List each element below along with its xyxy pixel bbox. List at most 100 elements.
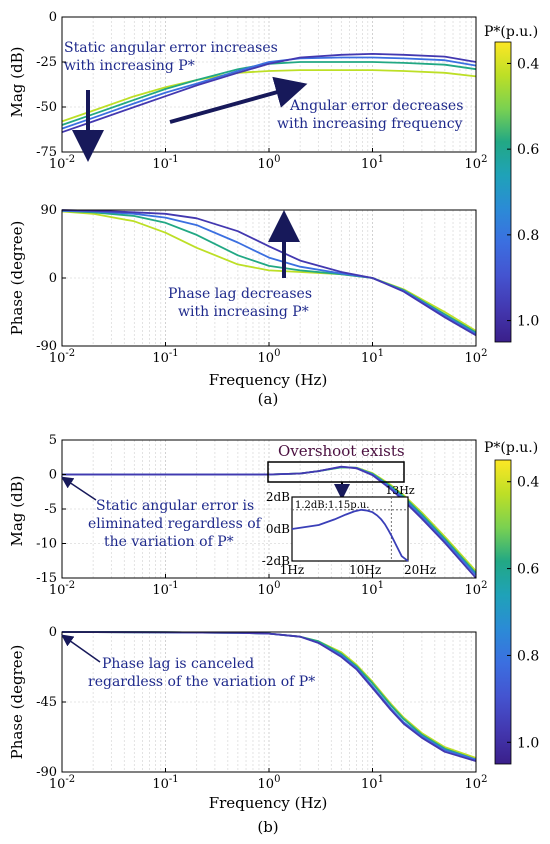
cb-bottom-bar (494, 459, 512, 765)
b-phase-series-0 (61, 631, 477, 759)
b-mag-xtick-label: 102 (465, 580, 488, 598)
panel-b-phase-ylabel: Phase (degree) (8, 645, 26, 760)
a-mag-ytick-label: -75 (36, 145, 57, 160)
panel-a-tag: (a) (258, 390, 279, 408)
a-mag-ytick-label: -25 (36, 55, 57, 70)
arrow-canceled (61, 634, 101, 663)
a-phase-ytick-label: -90 (36, 339, 57, 354)
b-mag-xtick-label: 10-2 (49, 580, 75, 598)
annotation-canceled-line2: regardless of the variation of P* (88, 674, 315, 690)
a-mag-ytick-label: -50 (36, 100, 57, 115)
cb-bottom-tick-label: 0.4 (517, 475, 539, 491)
a-phase-ytick-label: 90 (40, 203, 57, 218)
b-mag-ytick-label: 5 (49, 433, 57, 448)
a-mag-xtick-label: 10-2 (49, 154, 75, 172)
b-phase-xtick-label: 100 (258, 774, 281, 792)
cb-top-tick-label: 1.0 (517, 314, 539, 330)
b-phase-grid (61, 631, 476, 773)
a-mag-series-3 (61, 53, 477, 134)
a-mag-series-2 (61, 56, 477, 130)
a-phase-xtick-label: 100 (258, 348, 281, 366)
panel-a-mag-ylabel: Mag (dB) (8, 46, 26, 117)
b-phase-xtick-label: 102 (465, 774, 488, 792)
panel-b-phase-xlabel: Frequency (Hz) (209, 794, 328, 812)
a-mag-xtick-label: 102 (465, 154, 488, 172)
a-mag-series-0 (61, 69, 477, 123)
a-phase-grid (61, 209, 476, 347)
b-mag-ytick-label: -15 (36, 571, 57, 586)
overshoot-box (267, 461, 405, 483)
inset-ytick-label: 0dB (266, 522, 290, 536)
b-phase-ytick-label: -45 (36, 695, 57, 710)
inset-cutoff-label: 13Hz (385, 484, 415, 497)
colorbar-panel-a: P*(p.u.) 0.4 0.6 0.8 1.0 (484, 24, 539, 343)
inset-ytick-label: 2dB (266, 490, 290, 504)
a-mag-xtick-label: 101 (361, 154, 384, 172)
a-phase-series-3 (61, 209, 477, 337)
b-phase-xtick-label: 10-1 (152, 774, 178, 792)
cb-top-tick-label: 0.4 (517, 56, 539, 72)
a-phase-xtick-label: 102 (465, 348, 488, 366)
annotation-phase-lag-line1: Phase lag decreases (168, 286, 312, 302)
annotation-phase-canceled: Phase lag is canceled regardless of the … (88, 656, 315, 690)
inset-xtick-label: 10Hz (349, 563, 381, 577)
inset-peak-label: 1.2dB:1.15p.u. (295, 500, 370, 511)
annotation-eliminated-line2: eliminated regardless of (88, 516, 263, 532)
arrow-frequency-up (169, 76, 308, 124)
cb-top-tick-label: 0.6 (517, 142, 539, 158)
b-mag-xtick-label: 100 (258, 580, 281, 598)
annotation-angular-error-line1: Angular error decreases (289, 98, 463, 114)
inset-xtick-label: 20Hz (404, 563, 436, 577)
cb-top-tick-label: 0.8 (517, 228, 539, 244)
colorbar-panel-b: P*(p.u.) 0.4 0.6 0.8 1.0 (484, 440, 539, 765)
annotation-static-error-line1: Static angular error increases (64, 40, 278, 56)
annotation-angular-error: Angular error decreases with increasing … (277, 98, 463, 132)
inset-xtick-label: 1Hz (280, 563, 304, 577)
annotation-eliminated-line3: the variation of P* (104, 534, 234, 550)
annotation-static-error-eliminated: Static angular error is eliminated regar… (88, 498, 263, 550)
inset-ytick-label: -2dB (262, 554, 290, 568)
a-phase-ytick-label: 0 (49, 271, 57, 286)
a-phase-xtick-label: 10-1 (152, 348, 178, 366)
annotation-phase-lag-line2: with increasing P* (178, 304, 309, 320)
b-phase-ytick-label: 0 (49, 625, 57, 640)
a-phase-xtick-label: 10-2 (49, 348, 75, 366)
annotation-canceled-line1: Phase lag is canceled (102, 656, 254, 672)
a-mag-xtick-label: 100 (258, 154, 281, 172)
cb-bottom-tick-label: 0.6 (517, 562, 539, 578)
b-phase-ytick-label: -90 (36, 765, 57, 780)
panel-b-tag: (b) (257, 818, 278, 836)
cb-bottom-tick-label: 1.0 (517, 735, 539, 751)
b-mag-xtick-label: 101 (361, 580, 384, 598)
panel-a-phase-plot: Phase (degree) Frequency (Hz) 90 0 -9010-2… (8, 203, 487, 389)
panel-b-phase-plot: Phase (degree) Frequency (Hz) 0-45-9010-… (8, 625, 487, 812)
a-mag-xtick-label: 10-1 (152, 154, 178, 172)
panel-a-phase-xlabel: Frequency (Hz) (209, 371, 328, 389)
annotation-angular-error-line2: with increasing frequency (277, 116, 463, 132)
annotation-static-error-line2: with increasing P* (64, 58, 195, 74)
cb-top-label: P*(p.u.) (484, 24, 538, 40)
inset-curve (291, 508, 409, 562)
panel-b-mag-ylabel: Mag (dB) (8, 475, 26, 546)
arrow-eliminated (61, 476, 97, 501)
a-phase-xtick-label: 101 (361, 348, 384, 366)
panel-a-phase-ylabel: Phase (degree) (8, 221, 26, 336)
b-mag-xtick-label: 10-1 (152, 580, 178, 598)
annotation-phase-lag: Phase lag decreases with increasing P* (168, 286, 312, 320)
b-mag-ytick-label: -10 (36, 537, 57, 552)
annotation-static-error: Static angular error increases with incr… (64, 40, 278, 74)
cb-bottom-label: P*(p.u.) (484, 440, 538, 456)
overshoot-label: Overshoot exists (278, 442, 405, 460)
cb-bottom-tick-label: 0.8 (517, 648, 539, 664)
b-mag-ytick-label: -5 (44, 502, 57, 517)
b-phase-xtick-label: 10-2 (49, 774, 75, 792)
annotation-eliminated-line1: Static angular error is (96, 498, 254, 514)
cb-top-bar (494, 41, 512, 343)
b-mag-series-3 (62, 465, 477, 579)
b-phase-series-3 (61, 631, 477, 762)
b-phase-xtick-label: 101 (361, 774, 384, 792)
